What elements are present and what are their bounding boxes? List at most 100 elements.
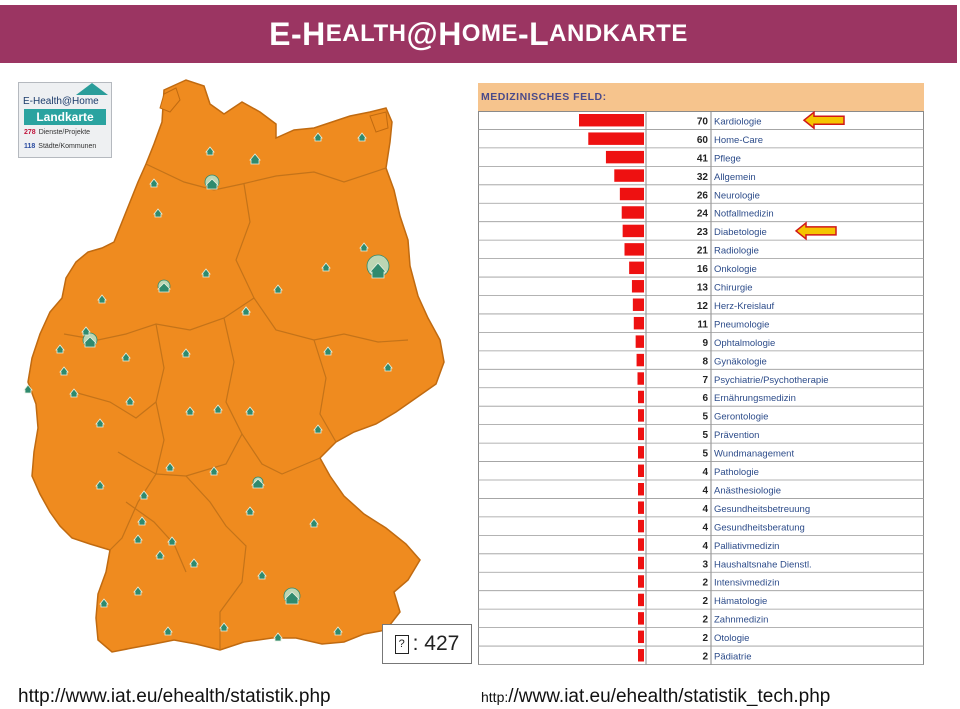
legend-brand: E-Health@Home — [23, 96, 99, 107]
bar — [638, 501, 644, 514]
state-borders — [63, 163, 409, 650]
bar-value: 8 — [702, 356, 708, 367]
highlight-arrow-icon — [794, 221, 837, 241]
legend-subtitle: Landkarte — [24, 109, 106, 125]
bar-value: 6 — [702, 393, 708, 404]
bar — [605, 150, 644, 164]
bar-value: 4 — [702, 522, 708, 533]
bar — [638, 649, 644, 662]
bar-category-label: Allgemein — [714, 172, 756, 183]
bar-category-label: Gerontologie — [714, 412, 768, 423]
bar-category-label: Gynäkologie — [714, 356, 767, 367]
bar-category-label: Zahnmedizin — [714, 615, 768, 626]
marker-layer — [23, 132, 393, 642]
bar — [637, 372, 644, 385]
bar-value: 2 — [702, 578, 708, 589]
bar-category-label: Anästhesiologie — [714, 485, 781, 496]
bar-category-label: Pädiatrie — [714, 652, 752, 663]
title-part: ANDKARTE — [549, 20, 688, 47]
bar-category-label: Pathologie — [714, 467, 759, 478]
bar-value: 24 — [697, 209, 709, 220]
bar-value: 21 — [697, 246, 709, 257]
bar-value: 9 — [702, 338, 708, 349]
bar-category-label: Gesundheitsberatung — [714, 522, 805, 533]
bar-value: 4 — [702, 485, 708, 496]
bar-category-label: Pflege — [714, 153, 741, 164]
bar-value: 23 — [697, 227, 709, 238]
missing-glyph: ? — [394, 634, 409, 654]
bar — [638, 409, 644, 422]
legend-row-cities: 118 Städte/Kommunen — [24, 143, 96, 150]
footer-link-statistik-tech[interactable]: http://www.iat.eu/ehealth/statistik_tech… — [481, 686, 830, 708]
map-legend: E-Health@Home Landkarte 278 Dienste/Proje… — [18, 82, 112, 158]
bar-value: 2 — [702, 596, 708, 607]
bar — [638, 390, 644, 404]
bar — [638, 630, 644, 644]
bar — [638, 427, 644, 441]
bar-value: 5 — [702, 430, 708, 441]
footer-link-rest: //www.iat.eu/ehealth/statistik_tech.php — [508, 686, 831, 707]
bar-category-label: Ernährungsmedizin — [714, 393, 796, 404]
bar — [638, 593, 644, 607]
bar-value: 32 — [697, 172, 709, 183]
bar-value: 4 — [702, 541, 708, 552]
bar-category-label: Palliativmedizin — [714, 541, 779, 552]
footer-link-statistik[interactable]: http://www.iat.eu/ehealth/statistik.php — [18, 686, 331, 707]
bar-value: 2 — [702, 615, 708, 626]
bar-category-label: Chirurgie — [714, 283, 753, 294]
bar — [631, 280, 644, 293]
bar-value: 11 — [697, 319, 708, 330]
bar-value: 2 — [702, 652, 708, 663]
highlight-arrow-icon — [802, 111, 845, 130]
bar-category-label: Prävention — [714, 430, 759, 441]
legend-row-services: 278 Dienste/Projekte — [24, 129, 90, 136]
bar — [588, 132, 644, 145]
bar — [638, 612, 644, 625]
legend-count: 278 — [24, 129, 36, 136]
title-part: OME — [461, 20, 518, 47]
bar — [638, 556, 644, 570]
bar-category-label: Kardiologie — [714, 116, 762, 127]
bar-value: 4 — [702, 467, 708, 478]
germany-map: E-Health@Home Landkarte 278 Dienste/Proje… — [14, 72, 474, 662]
page-title: E-H EALTH @H OME -L ANDKARTE — [0, 5, 957, 63]
bar-value: 41 — [697, 153, 709, 164]
bar-category-label: Neurologie — [714, 190, 760, 201]
title-part: E-H — [269, 15, 326, 52]
bar — [638, 446, 644, 459]
bar — [638, 519, 644, 533]
title-part: -L — [517, 15, 550, 52]
bar-category-label: Psychiatrie/Psychotherapie — [714, 375, 829, 386]
bar — [619, 187, 644, 201]
bar-value: 5 — [702, 412, 708, 423]
bar — [638, 575, 644, 588]
bar-value: 16 — [697, 264, 709, 275]
bar-category-label: Ophtalmologie — [714, 338, 775, 349]
bar-category-label: Herz-Kreislauf — [714, 301, 775, 312]
bar-value: 2 — [702, 633, 708, 644]
bar-value: 13 — [697, 283, 709, 294]
bar — [629, 261, 644, 275]
bar — [614, 169, 644, 182]
bar-category-label: Intensivmedizin — [714, 578, 779, 589]
bar — [638, 538, 644, 551]
house-roof-icon — [76, 83, 108, 95]
bar — [633, 316, 644, 330]
bar-category-label: Gesundheitsbetreuung — [714, 504, 810, 515]
bar-category-label: Notfallmedizin — [714, 209, 774, 220]
chart-frame — [478, 111, 924, 665]
chart-title: MEDIZINISCHES FELD: — [478, 83, 924, 111]
field-bar-chart: MEDIZINISCHES FELD: 70 Kardiologie 60 Home-… — [478, 83, 924, 665]
title-part: @H — [406, 15, 462, 52]
bar-category-label: Pneumologie — [714, 319, 769, 330]
bar-value: 12 — [697, 301, 709, 312]
bar — [579, 114, 644, 127]
bar — [638, 483, 644, 496]
bar-value: 5 — [702, 449, 708, 460]
footer-link-prefix: http: — [481, 689, 509, 705]
bar — [636, 353, 644, 367]
bar-category-label: Radiologie — [714, 246, 759, 257]
bar — [622, 224, 644, 238]
legend-count: 118 — [24, 143, 36, 150]
